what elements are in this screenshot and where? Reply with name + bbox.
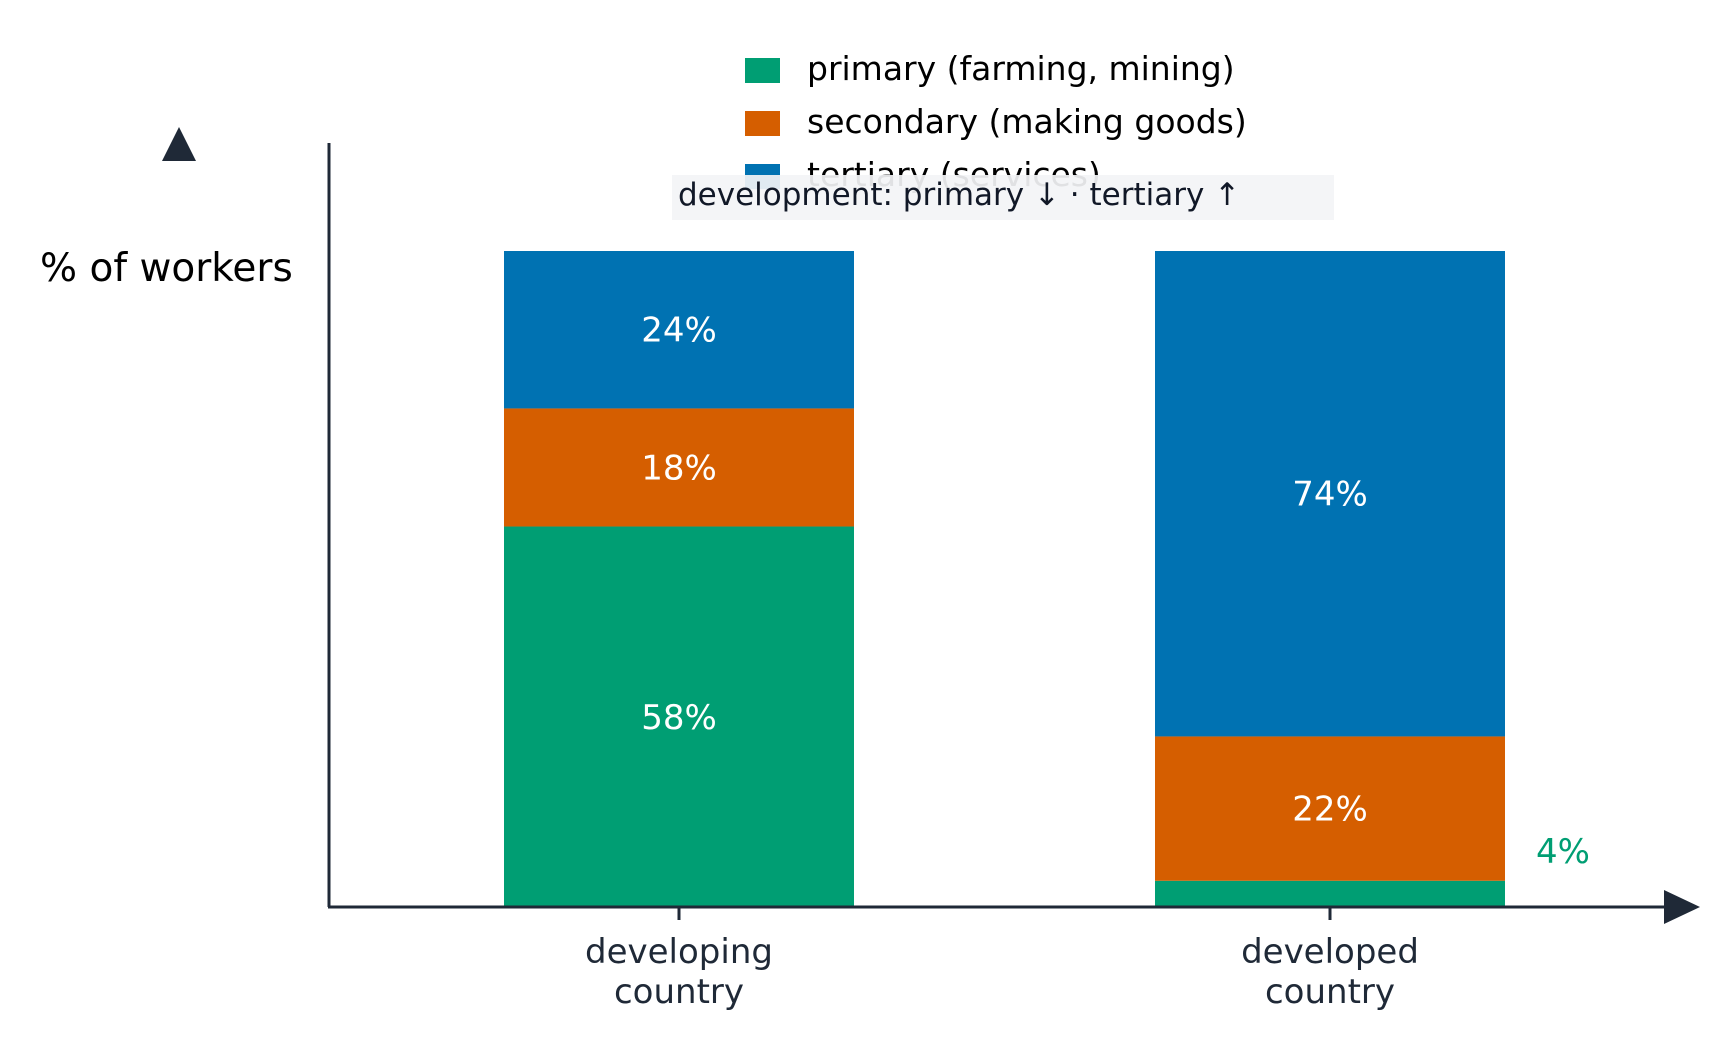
segment-labels: 58% 18% 24% 4% 22% 74% [641,311,1590,872]
data-label-2-1: 4% [1536,832,1590,872]
bar-segment-2-1 [1155,880,1505,907]
y-axis-label: % of workers [40,246,293,291]
annotation-background [672,175,1334,220]
x-axis-arrow-icon [1664,890,1700,924]
x-tick-label-1-line-2: country [614,972,744,1012]
data-label-1-2: 18% [641,448,717,488]
data-label-2-3: 74% [1292,475,1368,515]
bar-segment-1-1 [504,526,854,907]
x-tick-label-1-line-1: developing [585,932,773,972]
legend-label-1: primary (farming, mining) [807,49,1235,88]
legend-swatch-1 [745,58,780,83]
data-label-1-1: 58% [641,698,717,738]
legend-swatch-2 [745,111,780,136]
data-label-1-3: 24% [641,311,717,351]
bar-segment-2-3 [1155,251,1505,737]
legend: primary (farming, mining) secondary (maki… [745,49,1247,194]
annotation-text: development: primary ↓ · tertiary ↑ [678,177,1240,213]
bar-segment-1-3 [504,251,854,409]
x-tick-label-2-line-1: developed [1241,932,1419,972]
x-tick-label-2-line-2: country [1265,972,1395,1012]
legend-label-2: secondary (making goods) [807,102,1247,141]
bars [504,251,1505,907]
bar-segment-2-2 [1155,736,1505,881]
bar-segment-1-2 [504,408,854,527]
data-label-2-2: 22% [1292,790,1368,830]
y-axis-arrow-icon [162,127,196,161]
annotation: development: primary ↓ · tertiary ↑ [672,175,1334,220]
